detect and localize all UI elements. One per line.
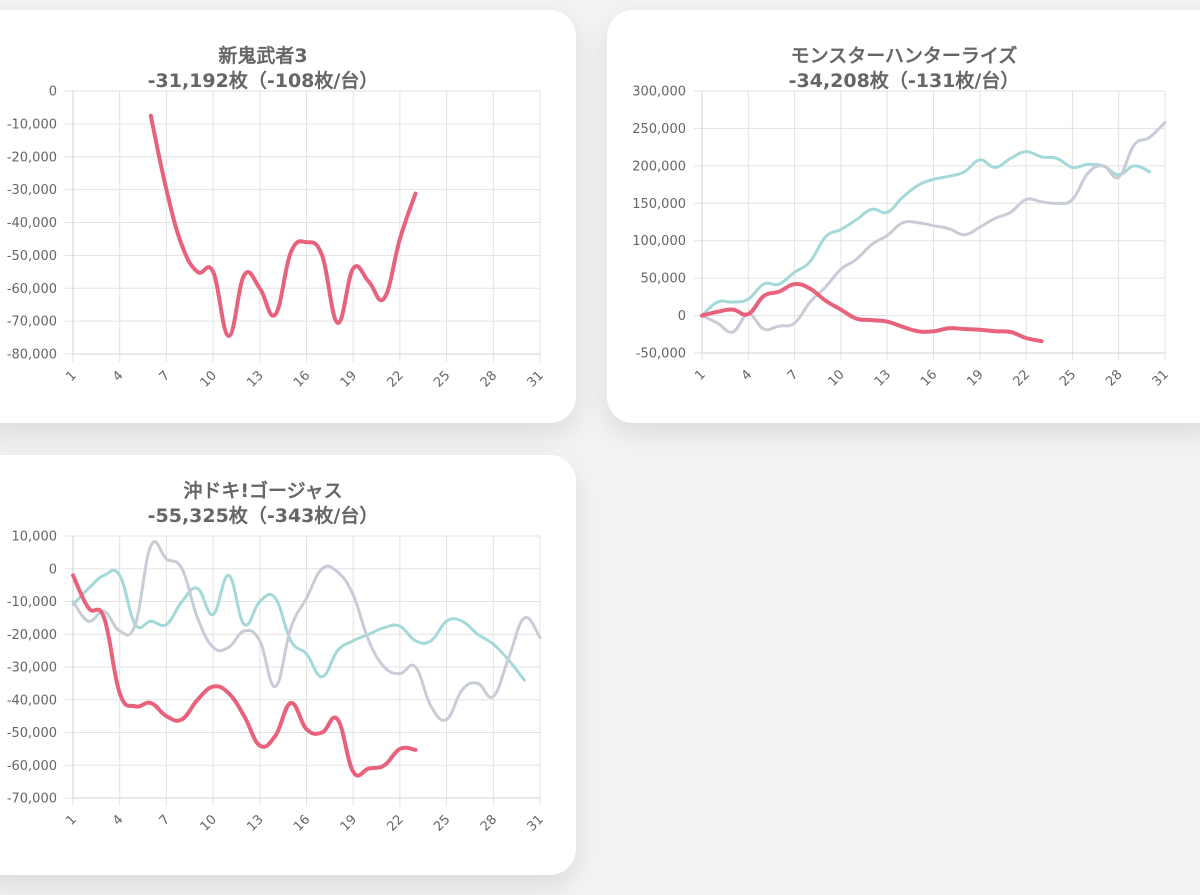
y-tick-label: -50,000 (7, 249, 57, 264)
series-line-gray (700, 120, 1167, 334)
x-tick-label: 28 (1103, 367, 1125, 389)
x-tick-label: 4 (110, 812, 126, 828)
y-tick-label: -50,000 (636, 347, 686, 362)
x-tick-label: 13 (872, 367, 894, 389)
x-tick-label: 31 (1150, 367, 1172, 389)
y-tick-label: -70,000 (7, 792, 57, 807)
series-line-main (71, 573, 418, 778)
chart-subtitle: -34,208枚（-131枚/台） (789, 69, 1020, 92)
y-tick-label: 10,000 (12, 530, 58, 545)
x-tick-label: 4 (739, 367, 755, 383)
x-tick-label: 7 (157, 368, 173, 384)
y-tick-label: -40,000 (7, 693, 57, 708)
series-line-main (148, 113, 418, 338)
x-tick-label: 22 (384, 368, 406, 390)
x-tick-label: 16 (291, 812, 313, 834)
chart-card-oki-doki-gorgeous: 沖ドキ!ゴージャス -55,325枚（-343枚/台） 10,000 0 -10,0… (0, 455, 576, 875)
chart-title: 新鬼武者3 (218, 44, 307, 67)
y-tick-label: -20,000 (7, 150, 57, 165)
y-tick-label: 0 (49, 562, 57, 577)
x-tick-label: 25 (431, 812, 453, 834)
y-tick-label: 100,000 (632, 234, 686, 249)
x-tick-label: 28 (478, 812, 500, 834)
y-tick-label: -60,000 (7, 759, 57, 774)
y-tick-label: 200,000 (632, 159, 686, 174)
x-tick-label: 10 (198, 812, 220, 834)
chart-title: 沖ドキ!ゴージャス (183, 479, 342, 502)
y-tick-label: -10,000 (7, 117, 57, 132)
x-tick-label: 22 (1011, 367, 1033, 389)
x-tick-label: 19 (964, 367, 986, 389)
x-tick-label: 10 (198, 368, 220, 390)
x-tick-label: 22 (384, 812, 406, 834)
y-tick-label: 150,000 (632, 197, 686, 212)
chart-title: モンスターハンターライズ (791, 44, 1018, 67)
x-tick-label: 7 (785, 367, 801, 383)
x-tick-label: 1 (63, 368, 79, 384)
y-tick-label: -10,000 (7, 595, 57, 610)
x-tick-label: 16 (918, 367, 940, 389)
chart-oki-doki-gorgeous: 沖ドキ!ゴージャス -55,325枚（-343枚/台） 10,000 0 -10,0… (7, 479, 547, 835)
x-tick-label: 25 (1057, 367, 1079, 389)
series-line-gray (71, 540, 542, 722)
series-line-teal (71, 568, 526, 682)
x-tick-label: 13 (244, 368, 266, 390)
x-tick-label: 25 (431, 368, 453, 390)
x-tick-label: 19 (338, 368, 360, 390)
x-tick-label: 10 (825, 367, 847, 389)
y-tick-label: -80,000 (7, 348, 57, 363)
x-tick-label: 31 (525, 368, 547, 390)
y-tick-label: 250,000 (632, 122, 686, 137)
y-tick-label: -60,000 (7, 282, 57, 297)
y-tick-label: 0 (678, 309, 686, 324)
chart-card-monster-hunter-rise: モンスターハンターライズ -34,208枚（-131枚/台） 300,000 25… (607, 10, 1200, 423)
x-tick-label: 16 (291, 368, 313, 390)
y-tick-label: -30,000 (7, 183, 57, 198)
y-tick-label: 0 (49, 85, 57, 100)
y-tick-label: -70,000 (7, 315, 57, 330)
grid (65, 535, 541, 806)
y-tick-label: 300,000 (632, 85, 686, 100)
chart-monster-hunter-rise: モンスターハンターライズ -34,208枚（-131枚/台） 300,000 25… (632, 44, 1172, 390)
chart-shin-onimusha-3: 新鬼武者3 -31,192枚（-108枚/台） 0 -10,000 -20,000 -… (7, 44, 547, 391)
y-tick-label: -40,000 (7, 216, 57, 231)
x-tick-label: 1 (63, 812, 79, 828)
series-line-teal (700, 150, 1152, 318)
x-tick-label: 1 (692, 367, 708, 383)
x-tick-label: 19 (338, 812, 360, 834)
x-tick-label: 28 (478, 368, 500, 390)
y-tick-label: -20,000 (7, 628, 57, 643)
chart-subtitle: -31,192枚（-108枚/台） (148, 69, 379, 92)
y-tick-label: -50,000 (7, 726, 57, 741)
y-tick-label: -30,000 (7, 661, 57, 676)
x-tick-label: 4 (110, 368, 126, 384)
chart-subtitle: -55,325枚（-343枚/台） (148, 504, 379, 527)
grid (65, 90, 541, 362)
x-tick-label: 31 (525, 812, 547, 834)
x-tick-label: 13 (244, 812, 266, 834)
y-tick-label: 50,000 (641, 272, 687, 287)
series-line-main (700, 281, 1044, 344)
x-tick-label: 7 (157, 812, 173, 828)
chart-card-shin-onimusha-3: 新鬼武者3 -31,192枚（-108枚/台） 0 -10,000 -20,000 -… (0, 10, 576, 423)
